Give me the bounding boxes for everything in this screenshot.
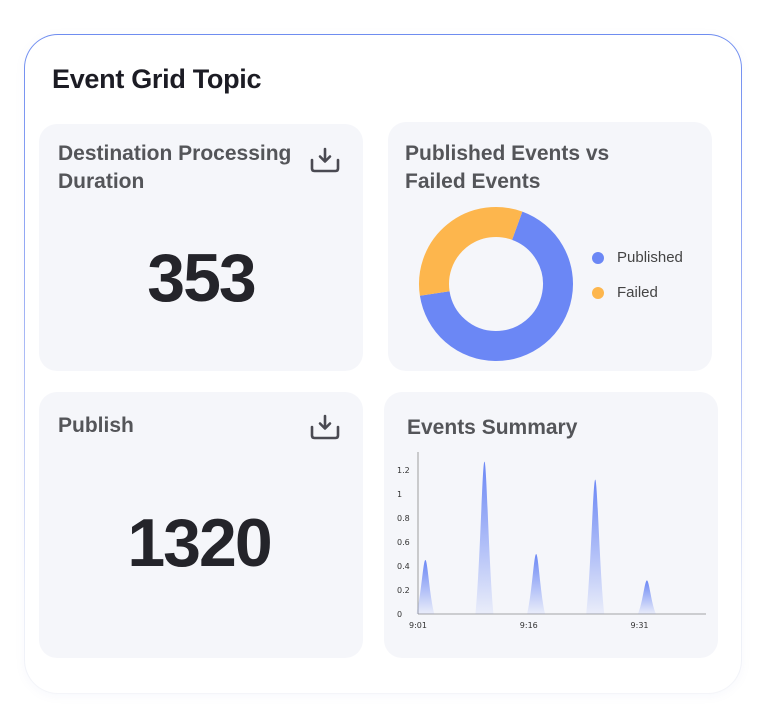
area-peak [586,479,605,614]
destination-duration-value: 353 [147,240,256,316]
events-summary-card: Events Summary 0 0.2 0.4 0.6 0.8 1 1.2 9:01 9:16… [384,392,718,658]
x-tick-label: 9:31 [631,621,649,630]
download-icon[interactable] [309,146,341,174]
area-peak [475,461,494,614]
area-peak [527,554,546,614]
legend-published: Published [592,249,683,266]
x-tick-label: 9:16 [520,621,538,630]
donut-slice-published [419,211,573,361]
title-line-1: Published Events vs [405,142,610,165]
y-tick-label: 1.2 [397,466,410,475]
published-failed-card: Published Events vs Failed Events Publis… [388,122,712,371]
y-tick-label: 0 [397,610,402,619]
page-title: Event Grid Topic [52,64,262,94]
published-failed-title: Published Events vs Failed Events [405,140,609,196]
title-line-1: Destination Processing [58,142,292,165]
download-icon[interactable] [309,413,341,441]
y-tick-label: 0.2 [397,586,410,595]
publish-card: Publish 1320 [39,392,363,658]
title-line-2: Duration [58,170,145,193]
y-tick-label: 0.6 [397,538,410,547]
legend-failed-label: Failed [617,284,658,301]
legend-published-dot [592,251,604,264]
y-tick-label: 0.8 [397,514,410,523]
legend-failed: Failed [592,284,658,301]
destination-duration-card: Destination Processing Duration 353 [39,124,363,371]
x-tick-label: 9:01 [409,621,427,630]
donut-chart [419,207,573,361]
legend-failed-dot [592,286,604,299]
donut-slice-failed [419,207,523,296]
publish-title: Publish [58,414,134,437]
y-tick-label: 1 [397,490,402,499]
publish-value: 1320 [127,505,272,581]
legend-published-label: Published [617,249,683,266]
title-line-2: Failed Events [405,170,541,193]
area-peak [416,560,435,614]
events-summary-chart: 0 0.2 0.4 0.6 0.8 1 1.2 9:01 9:16 9:31 [397,452,706,630]
events-summary-title: Events Summary [407,416,578,439]
y-tick-label: 0.4 [397,562,410,571]
destination-duration-title: Destination Processing Duration [58,140,291,196]
area-peak [637,580,656,614]
